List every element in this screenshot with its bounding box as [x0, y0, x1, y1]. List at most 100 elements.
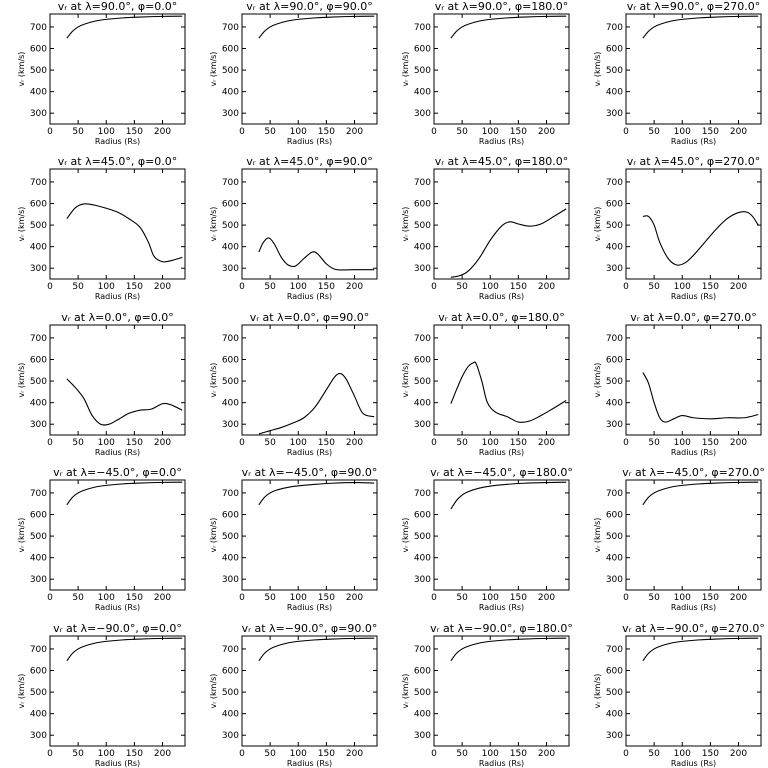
chart-7-title: vᵣ at λ=45.0°, φ=180.0°	[435, 155, 569, 168]
chart-7-ytick-label: 400	[414, 243, 431, 253]
chart-19-xtick-label: 100	[482, 749, 499, 759]
chart-2-ytick-label: 400	[222, 88, 239, 98]
chart-9-xlabel: Radius (Rs)	[95, 448, 140, 457]
chart-18-series-line	[258, 637, 375, 662]
chart-10-xtick-label: 0	[239, 438, 245, 448]
chart-18-ytick-label: 700	[222, 645, 239, 655]
chart-2-ylabel: vᵣ (km/s)	[209, 52, 218, 87]
chart-1-ytick-label: 700	[30, 23, 47, 33]
chart-16-xtick-label: 50	[648, 593, 660, 603]
chart-13-xlabel: Radius (Rs)	[95, 603, 140, 612]
chart-15-xlabel: Radius (Rs)	[479, 603, 524, 612]
chart-5-ytick-label: 600	[30, 200, 47, 210]
chart-5-ytick-label: 300	[30, 264, 47, 274]
chart-10-xtick-label: 100	[290, 438, 307, 448]
chart-15-xtick-label: 100	[482, 593, 499, 603]
chart-15-ylabel: vᵣ (km/s)	[401, 518, 410, 553]
chart-19-xtick-label: 150	[510, 749, 527, 759]
chart-15-xtick-label: 50	[456, 593, 468, 603]
chart-16-xtick-label: 200	[730, 593, 747, 603]
chart-12-ytick-label: 400	[606, 399, 623, 409]
chart-20-panel: vᵣ at λ=−90.0°, φ=270.0° 0 50 100 150 200 300 4…	[593, 622, 765, 768]
chart-12-xtick-label: 100	[674, 438, 691, 448]
chart-7-ytick-label: 500	[414, 221, 431, 231]
chart-17-xtick-label: 100	[98, 749, 115, 759]
chart-3-xtick-label: 200	[538, 127, 555, 137]
chart-19-ytick-label: 400	[414, 710, 431, 720]
chart-14-series-line	[258, 482, 375, 506]
chart-20-ylabel: vᵣ (km/s)	[593, 674, 602, 709]
chart-7-xtick-label: 50	[456, 282, 468, 292]
chart-7-panel: vᵣ at λ=45.0°, φ=180.0° 0 50 100 150 200 300 40…	[401, 155, 570, 301]
chart-4-ytick-label: 700	[606, 23, 623, 33]
chart-6-ytick-label: 300	[222, 264, 239, 274]
chart-2-xlabel: Radius (Rs)	[287, 137, 332, 146]
chart-18-ytick-label: 300	[222, 731, 239, 741]
chart-17-ylabel: vᵣ (km/s)	[17, 674, 26, 709]
chart-12-ytick-label: 700	[606, 334, 623, 344]
chart-4-frame	[625, 13, 762, 125]
chart-18-frame	[241, 635, 378, 747]
chart-1-title: vᵣ at λ=90.0°, φ=0.0°	[58, 0, 178, 13]
chart-2-xtick-label: 0	[239, 127, 245, 137]
chart-17-ytick-label: 500	[30, 688, 47, 698]
chart-16-panel: vᵣ at λ=−45.0°, φ=270.0° 0 50 100 150 200 300 4…	[593, 466, 765, 612]
chart-9-series-line	[66, 378, 183, 426]
chart-20-series-line	[642, 637, 759, 662]
chart-9-frame	[49, 324, 186, 436]
chart-2-xtick-label: 50	[264, 127, 276, 137]
chart-14-xlabel: Radius (Rs)	[287, 603, 332, 612]
chart-6-ytick-label: 500	[222, 221, 239, 231]
chart-18-panel: vᵣ at λ=−90.0°, φ=90.0° 0 50 100 150 200 300 40…	[209, 622, 378, 768]
chart-12-series-line	[642, 372, 759, 423]
chart-15-ytick-label: 500	[414, 532, 431, 542]
chart-9-ytick-label: 400	[30, 399, 47, 409]
chart-3-xtick-label: 0	[431, 127, 437, 137]
chart-9-panel: vᵣ at λ=0.0°, φ=0.0° 0 50 100 150 200 300 400 50…	[17, 311, 186, 457]
chart-9-ytick-label: 700	[30, 334, 47, 344]
chart-8-xtick-label: 50	[648, 282, 660, 292]
chart-18-ytick-label: 400	[222, 710, 239, 720]
chart-14-ytick-label: 700	[222, 489, 239, 499]
chart-2-ytick-label: 700	[222, 23, 239, 33]
chart-11-ytick-label: 300	[414, 420, 431, 430]
chart-14-ytick-label: 600	[222, 511, 239, 521]
chart-6-xtick-label: 100	[290, 282, 307, 292]
chart-5-ylabel: vᵣ (km/s)	[17, 207, 26, 242]
chart-9-xtick-label: 50	[72, 438, 84, 448]
chart-1-ylabel: vᵣ (km/s)	[17, 52, 26, 87]
chart-6-series-line	[258, 237, 375, 271]
chart-11-frame	[433, 324, 570, 436]
chart-11-ytick-label: 700	[414, 334, 431, 344]
chart-8-xtick-label: 100	[674, 282, 691, 292]
chart-13-ytick-label: 700	[30, 489, 47, 499]
chart-10-xlabel: Radius (Rs)	[287, 448, 332, 457]
chart-7-ylabel: vᵣ (km/s)	[401, 207, 410, 242]
chart-4-xtick-label: 0	[623, 127, 629, 137]
chart-1-xtick-label: 200	[154, 127, 171, 137]
chart-5-ytick-label: 400	[30, 243, 47, 253]
chart-16-xtick-label: 0	[623, 593, 629, 603]
chart-3-ytick-label: 300	[414, 109, 431, 119]
chart-1-ytick-label: 600	[30, 45, 47, 55]
chart-20-xtick-label: 100	[674, 749, 691, 759]
chart-17-frame	[49, 635, 186, 747]
chart-19-ytick-label: 600	[414, 667, 431, 677]
chart-16-xtick-label: 150	[702, 593, 719, 603]
chart-13-title: vᵣ at λ=−45.0°, φ=0.0°	[53, 466, 182, 479]
chart-9-xtick-label: 150	[126, 438, 143, 448]
chart-5-xtick-label: 0	[47, 282, 53, 292]
chart-8-ylabel: vᵣ (km/s)	[593, 207, 602, 242]
chart-3-frame	[433, 13, 570, 125]
chart-17-xlabel: Radius (Rs)	[95, 759, 140, 768]
chart-13-ytick-label: 600	[30, 511, 47, 521]
chart-14-ytick-label: 500	[222, 532, 239, 542]
chart-1-xlabel: Radius (Rs)	[95, 137, 140, 146]
chart-14-panel: vᵣ at λ=−45.0°, φ=90.0° 0 50 100 150 200 300 40…	[209, 466, 378, 612]
chart-9-xtick-label: 200	[154, 438, 171, 448]
chart-16-ytick-label: 600	[606, 511, 623, 521]
chart-13-frame	[49, 479, 186, 591]
chart-8-ytick-label: 300	[606, 264, 623, 274]
chart-20-xlabel: Radius (Rs)	[671, 759, 716, 768]
